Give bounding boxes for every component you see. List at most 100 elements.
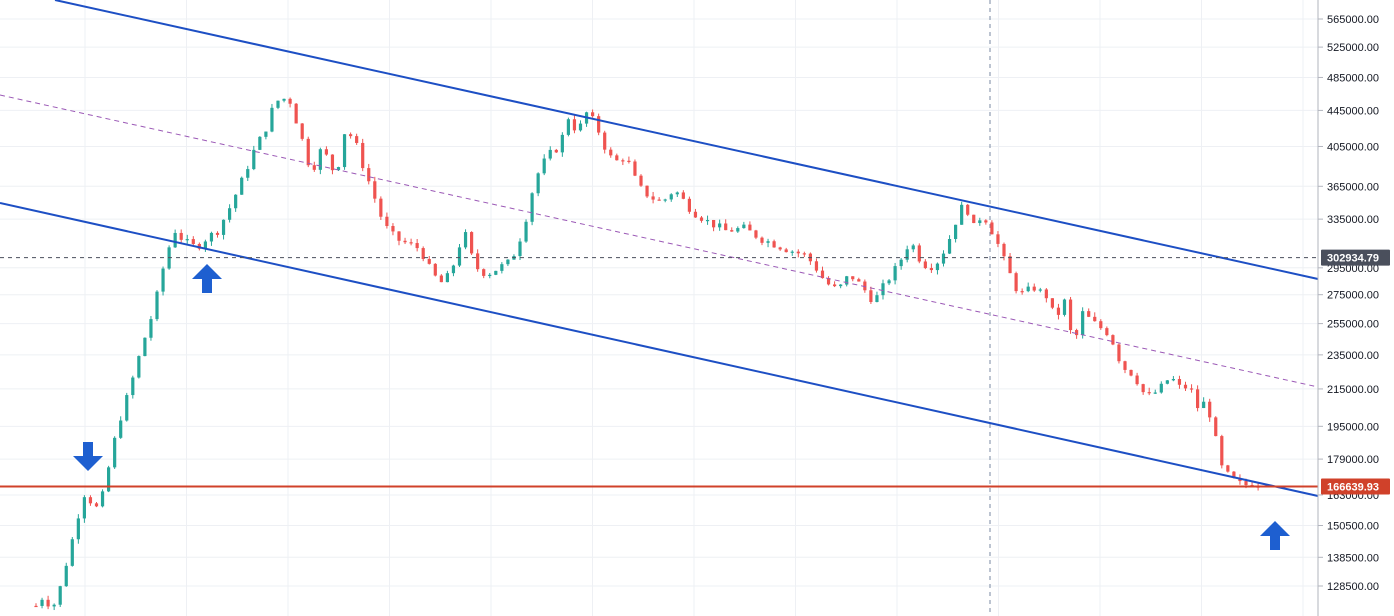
candle: [1147, 387, 1151, 396]
candle: [693, 208, 698, 218]
candle-body: [137, 356, 141, 378]
candle: [131, 375, 135, 399]
candle: [512, 254, 516, 260]
candle: [64, 562, 68, 587]
candle: [1093, 312, 1097, 322]
candle: [947, 235, 952, 255]
candle: [403, 237, 407, 245]
candle-body: [125, 395, 129, 421]
price-tick-label: 215000.00: [1327, 384, 1379, 396]
candle-body: [415, 243, 419, 249]
candle-body: [52, 604, 56, 607]
candle: [675, 191, 679, 197]
candle-body: [820, 270, 825, 279]
candle: [790, 250, 794, 256]
candle: [893, 262, 897, 285]
candle-body: [288, 98, 292, 104]
candle: [34, 603, 38, 608]
candle: [1226, 464, 1230, 473]
candle: [70, 537, 74, 567]
candle: [1038, 287, 1042, 293]
candle: [542, 154, 546, 176]
candle-body: [113, 437, 117, 468]
candle: [730, 227, 734, 232]
candle-body: [1014, 273, 1018, 292]
candle-body: [234, 194, 238, 209]
candle-body: [893, 266, 897, 281]
candle-body: [778, 247, 782, 250]
price-tick-label: 565000.00: [1327, 14, 1379, 26]
candle: [954, 224, 958, 243]
candle-body: [1111, 335, 1115, 345]
candle: [718, 219, 722, 231]
candle-body: [355, 136, 359, 143]
candle: [246, 165, 250, 181]
candle-body: [1214, 417, 1218, 437]
candle: [100, 489, 105, 508]
candle-body: [476, 253, 480, 270]
candle: [445, 270, 449, 283]
candle: [264, 131, 268, 140]
candle-body: [270, 107, 274, 132]
candle-body: [802, 253, 806, 255]
candle-body: [875, 295, 879, 302]
trend-lines: [0, 0, 1319, 497]
candle: [488, 272, 492, 279]
candle-body: [1026, 286, 1030, 292]
price-axis-background: [1318, 0, 1394, 616]
grid: [0, 0, 1318, 616]
candle: [984, 219, 988, 225]
candle-body: [651, 196, 655, 200]
price-tick-label: 485000.00: [1327, 72, 1379, 84]
candle: [397, 231, 401, 246]
candle-body: [693, 211, 698, 218]
candle: [342, 134, 347, 170]
candle-body: [560, 134, 564, 153]
candle: [149, 315, 153, 341]
candle: [669, 193, 673, 202]
candle: [385, 212, 389, 229]
candle: [82, 495, 86, 523]
candle: [941, 250, 946, 267]
candle: [554, 148, 558, 153]
candle: [578, 120, 583, 132]
candle: [1208, 398, 1212, 422]
candle: [1189, 384, 1194, 393]
candle-body: [603, 132, 607, 150]
price-tick-label: 255000.00: [1327, 319, 1379, 331]
candle-body: [155, 291, 159, 320]
candle: [52, 603, 56, 611]
candle-body: [488, 274, 492, 277]
candle: [457, 244, 462, 267]
candle-body: [457, 247, 462, 266]
candle-body: [421, 248, 425, 260]
candle-body: [451, 265, 456, 274]
candle: [548, 146, 552, 161]
candle-body: [1056, 307, 1061, 315]
candle-body: [597, 116, 601, 133]
candle-body: [1032, 286, 1036, 291]
candle: [657, 197, 661, 201]
current-price-badge: 166639.93: [1321, 478, 1390, 495]
candle: [923, 259, 927, 270]
candle: [881, 279, 885, 300]
candle-body: [766, 241, 770, 243]
candle-body: [76, 518, 80, 540]
candle-body: [990, 222, 994, 235]
candle: [379, 196, 383, 220]
candle: [294, 102, 298, 124]
candle: [603, 130, 607, 154]
candle-body: [58, 586, 62, 605]
candle: [935, 262, 940, 275]
candle: [1141, 383, 1145, 395]
candle-body: [518, 241, 522, 257]
candle-body: [258, 136, 262, 150]
candle-body: [367, 168, 371, 182]
candle-body: [294, 103, 298, 124]
price-axis[interactable]: 565000.00 525000.00 485000.00 445000.00 4050…: [1317, 0, 1394, 616]
candle: [1062, 298, 1067, 317]
candle: [996, 231, 1000, 248]
candle: [681, 190, 685, 200]
